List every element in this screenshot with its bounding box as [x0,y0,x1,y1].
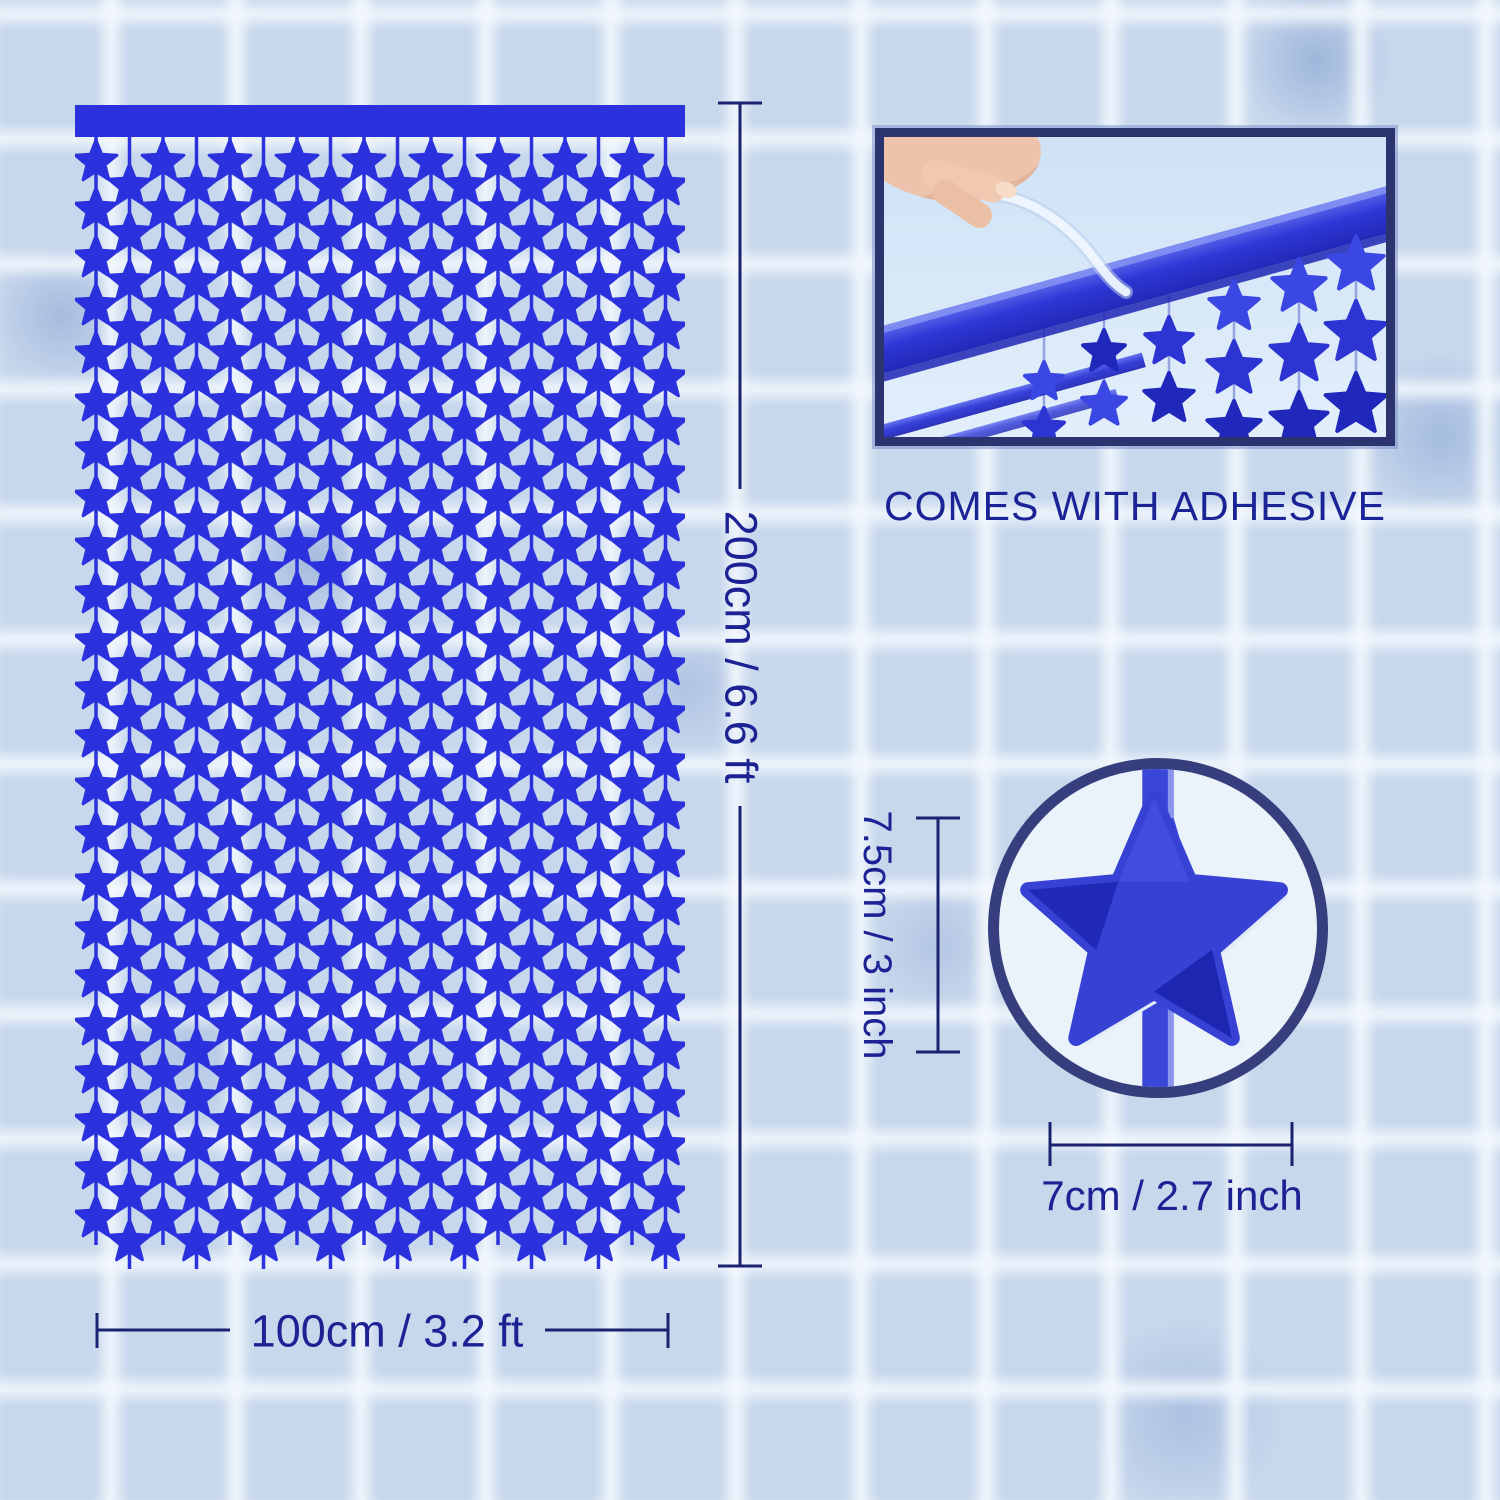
adhesive-caption: COMES WITH ADHESIVE [884,483,1386,529]
star-facet-top [1118,798,1190,882]
photo-foil-bar [884,162,1386,437]
star-curtain-graphic [75,105,685,1269]
star-facet-left [1028,881,1119,950]
adhesive-strip [991,190,1131,297]
dimension-label-height: 200cm / 6.6 ft [715,510,767,784]
adhesive-photo [875,128,1395,446]
star-detail-circle [988,758,1328,1098]
dimension-label-star-height: 7.5cm / 3 inch [855,810,899,1060]
star-detail-graphic [1020,769,1290,1087]
dimension-label-width: 100cm / 3.2 ft [250,1305,524,1357]
adhesive-photo-illustration [884,137,1386,437]
hand-graphic [884,137,1041,228]
dimension-label-star-width: 7cm / 2.7 inch [1041,1172,1303,1219]
photo-star-icons [1022,234,1386,437]
star-facet-bottom [1154,949,1233,1039]
